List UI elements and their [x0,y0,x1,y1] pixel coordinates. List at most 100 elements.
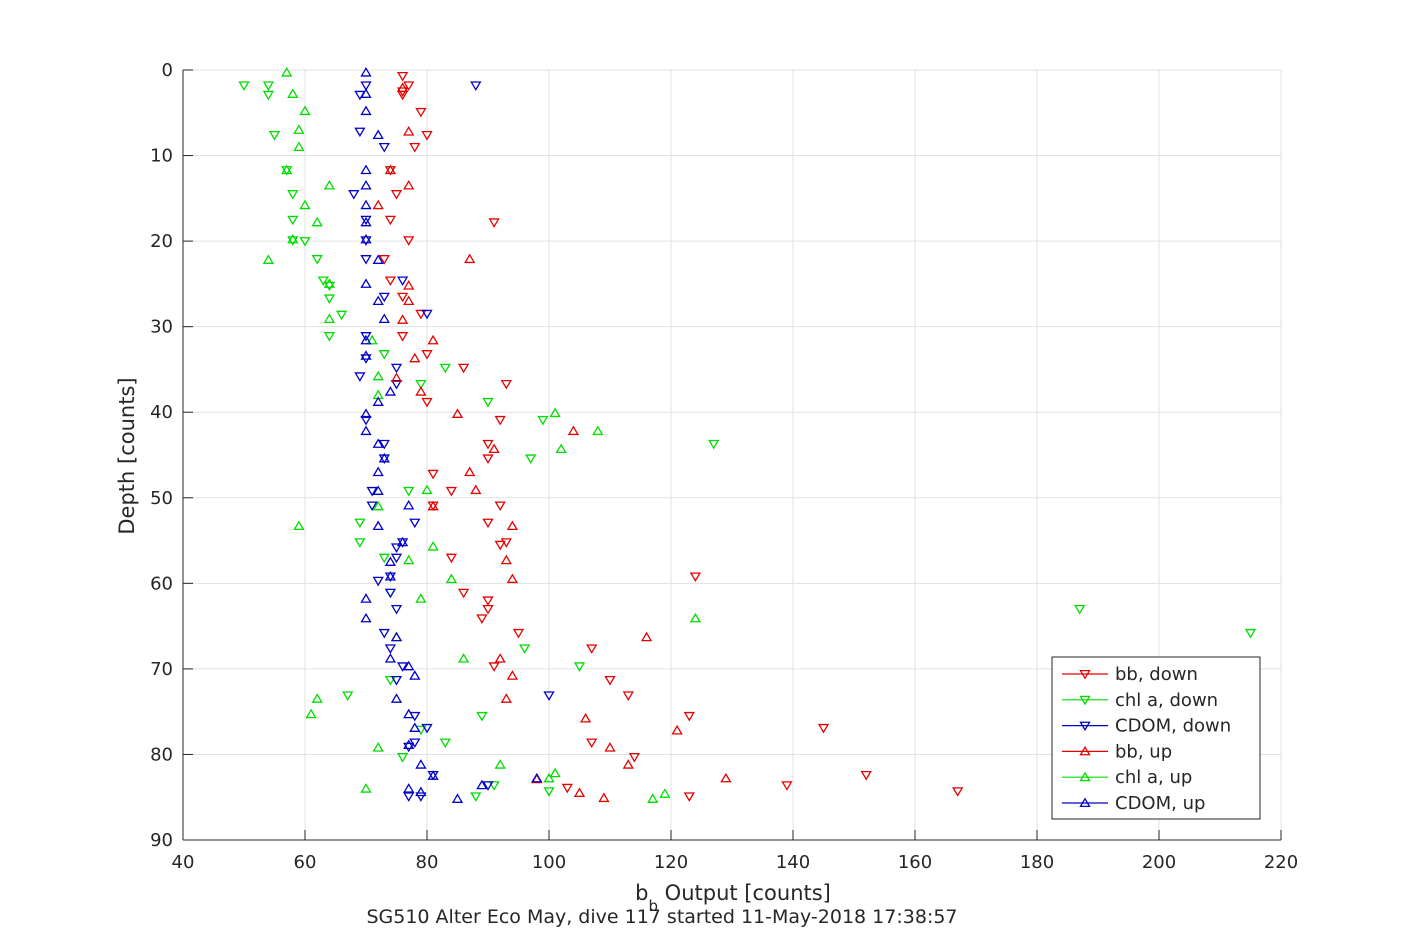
y-tick-label: 0 [162,60,173,81]
x-tick-label: 120 [654,852,688,873]
data-point [439,363,451,374]
data-point [549,767,561,778]
data-point [293,520,305,531]
data-point [421,130,433,141]
legend-label: bb, up [1115,741,1172,762]
data-point [543,772,555,783]
data-point [409,670,421,680]
data-point [470,81,482,91]
data-point [403,126,415,136]
series-cdom-up [360,67,543,803]
y-tick-label: 60 [150,573,173,594]
data-point [311,693,323,703]
data-point [384,653,397,663]
data-point [573,662,586,672]
data-point [396,71,409,82]
data-point [366,486,378,497]
data-point [500,538,512,548]
data-point [342,691,354,701]
data-point [384,556,397,566]
data-point [396,662,409,672]
axis-layer: 40 60 80 100 120 140 160 180 200 220 0 10 20 30 40 50 60… [150,60,1298,873]
data-point [403,708,415,719]
data-point [640,631,653,642]
data-point [586,738,598,749]
data-point [360,215,372,226]
data-point [482,781,494,791]
data-point [427,469,439,480]
data-point [311,255,323,265]
legend-marker [1079,771,1091,782]
data-point [372,438,384,448]
data-point [366,334,378,345]
data-point [384,164,397,175]
data-point [464,466,476,477]
y-tick-label: 10 [150,146,173,167]
data-point [415,792,427,802]
data-point [482,518,494,529]
data-point [494,540,506,551]
legend-label: bb, down [1115,664,1198,685]
legend-marker [1079,797,1091,808]
data-point [372,129,384,140]
data-point [360,67,372,77]
data-point [421,484,433,495]
data-point [360,415,372,426]
data-point [403,295,415,306]
data-point [403,554,415,565]
data-point [323,179,336,190]
data-point [360,199,372,210]
data-point [348,190,360,200]
series-bb-up [372,82,732,803]
data-point [494,759,506,769]
data-point [561,783,573,794]
data-point [488,218,500,228]
data-point [415,107,427,118]
data-point [323,281,336,292]
data-point [384,644,397,654]
data-point [781,781,793,791]
data-point [494,501,506,512]
data-point [360,105,372,116]
series-chl-a-down [238,81,1257,802]
data-point [512,628,525,639]
data-point [372,370,384,381]
data-point [470,484,482,495]
data-point [311,216,323,227]
data-point [500,554,512,565]
data-point [671,724,683,735]
data-point [287,190,299,200]
data-point [323,332,336,342]
data-point [390,604,403,615]
data-point [378,628,390,639]
data-point [403,486,415,497]
data-point [372,485,384,495]
data-point [354,372,366,382]
data-point [659,788,671,798]
data-point [360,783,372,793]
data-point [622,691,634,701]
data-point [360,88,372,98]
data-point [354,518,366,529]
data-point [622,759,634,769]
data-point [360,164,372,175]
x-tick-label: 200 [1142,852,1176,873]
data-point [488,662,500,672]
data-point [500,379,512,390]
grid-layer [182,69,1282,841]
data-point [384,386,397,396]
data-point [396,82,409,92]
data-point [476,614,488,624]
data-point [604,675,616,686]
data-point [378,553,390,564]
data-point [598,792,610,803]
data-point [506,520,519,531]
data-point [390,693,403,703]
data-point [586,644,598,654]
data-point [396,536,409,547]
data-point [592,425,604,436]
data-point [384,588,397,599]
data-point [360,334,372,345]
y-tick-label: 80 [150,744,173,765]
